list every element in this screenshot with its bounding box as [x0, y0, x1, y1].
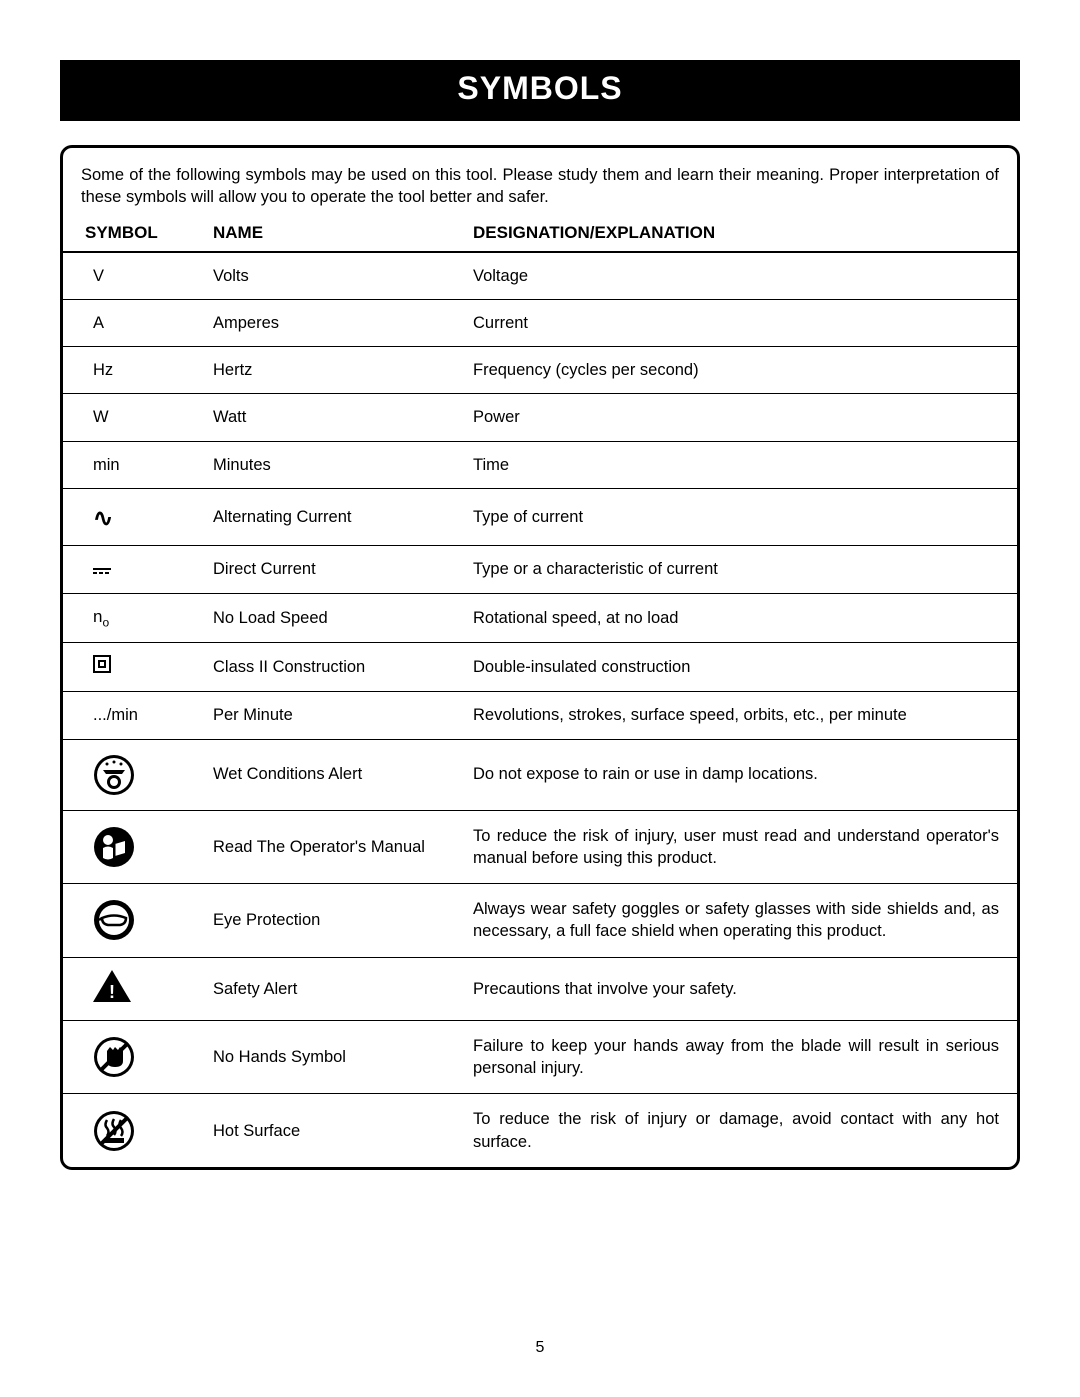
name-cell: Amperes	[193, 299, 453, 346]
table-row: No Hands SymbolFailure to keep your hand…	[63, 1020, 1017, 1094]
symbol-cell	[63, 957, 193, 1020]
symbol-cell: min	[63, 441, 193, 488]
col-header-name: NAME	[193, 217, 453, 252]
symbol-text-icon: .../min	[93, 704, 138, 726]
name-cell: Class II Construction	[193, 643, 453, 692]
symbol-cell: no	[63, 593, 193, 643]
safety-alert-icon	[93, 970, 131, 1002]
symbol-cell	[63, 546, 193, 593]
symbol-text-icon: W	[93, 406, 109, 428]
name-cell: Per Minute	[193, 692, 453, 739]
name-cell: Hertz	[193, 347, 453, 394]
desc-cell: Type or a characteristic of current	[453, 546, 1017, 593]
no-load-speed-icon: no	[93, 607, 109, 626]
hot-surface-icon	[93, 1110, 135, 1152]
page-banner: SYMBOLS	[60, 60, 1020, 121]
symbol-cell	[63, 1020, 193, 1094]
desc-cell: Precautions that involve your safety.	[453, 957, 1017, 1020]
symbol-text-icon: Hz	[93, 359, 113, 381]
desc-cell: Voltage	[453, 252, 1017, 300]
symbol-cell	[63, 884, 193, 958]
symbol-cell: ∿	[63, 488, 193, 545]
symbols-table: SYMBOL NAME DESIGNATION/EXPLANATION V Vol…	[63, 217, 1017, 1167]
table-row: W WattPower	[63, 394, 1017, 441]
desc-cell: To reduce the risk of injury, user must …	[453, 810, 1017, 884]
name-cell: Wet Conditions Alert	[193, 739, 453, 810]
dc-icon	[93, 568, 111, 574]
page-number: 5	[0, 1339, 1080, 1357]
wet-conditions-icon	[93, 754, 135, 796]
symbol-cell: A	[63, 299, 193, 346]
table-row: Hot SurfaceTo reduce the risk of injury …	[63, 1094, 1017, 1167]
col-header-desc: DESIGNATION/EXPLANATION	[453, 217, 1017, 252]
class2-icon	[93, 655, 111, 673]
table-row: Wet Conditions AlertDo not expose to rai…	[63, 739, 1017, 810]
desc-cell: Frequency (cycles per second)	[453, 347, 1017, 394]
symbol-cell: .../min	[63, 692, 193, 739]
ac-sine-icon: ∿	[93, 503, 113, 535]
name-cell: Safety Alert	[193, 957, 453, 1020]
desc-cell: Always wear safety goggles or safety gla…	[453, 884, 1017, 958]
name-cell: Volts	[193, 252, 453, 300]
table-row: no No Load SpeedRotational speed, at no l…	[63, 593, 1017, 643]
desc-cell: Do not expose to rain or use in damp loc…	[453, 739, 1017, 810]
symbol-cell	[63, 1094, 193, 1167]
name-cell: No Hands Symbol	[193, 1020, 453, 1094]
desc-cell: Type of current	[453, 488, 1017, 545]
intro-text: Some of the following symbols may be use…	[63, 148, 1017, 217]
table-row: min MinutesTime	[63, 441, 1017, 488]
symbol-cell: W	[63, 394, 193, 441]
table-row: Direct CurrentType or a characteristic o…	[63, 546, 1017, 593]
desc-cell: Revolutions, strokes, surface speed, orb…	[453, 692, 1017, 739]
desc-cell: Rotational speed, at no load	[453, 593, 1017, 643]
table-row: ∿ Alternating CurrentType of current	[63, 488, 1017, 545]
desc-cell: Double-insulated construction	[453, 643, 1017, 692]
name-cell: Minutes	[193, 441, 453, 488]
table-row: A AmperesCurrent	[63, 299, 1017, 346]
table-row: Read The Operator's ManualTo reduce the …	[63, 810, 1017, 884]
name-cell: Eye Protection	[193, 884, 453, 958]
symbol-text-icon: A	[93, 312, 104, 334]
name-cell: No Load Speed	[193, 593, 453, 643]
banner-title: SYMBOLS	[457, 70, 622, 106]
table-row: V VoltsVoltage	[63, 252, 1017, 300]
table-row: Hz HertzFrequency (cycles per second)	[63, 347, 1017, 394]
table-header-row: SYMBOL NAME DESIGNATION/EXPLANATION	[63, 217, 1017, 252]
name-cell: Read The Operator's Manual	[193, 810, 453, 884]
desc-cell: Current	[453, 299, 1017, 346]
table-row: Class II ConstructionDouble-insulated co…	[63, 643, 1017, 692]
symbol-cell	[63, 810, 193, 884]
desc-cell: Power	[453, 394, 1017, 441]
symbol-cell: Hz	[63, 347, 193, 394]
desc-cell: To reduce the risk of injury or damage, …	[453, 1094, 1017, 1167]
col-header-symbol: SYMBOL	[63, 217, 193, 252]
no-hands-icon	[93, 1036, 135, 1078]
name-cell: Direct Current	[193, 546, 453, 593]
desc-cell: Failure to keep your hands away from the…	[453, 1020, 1017, 1094]
table-row: Safety AlertPrecautions that involve you…	[63, 957, 1017, 1020]
symbols-box: Some of the following symbols may be use…	[60, 145, 1020, 1170]
name-cell: Watt	[193, 394, 453, 441]
table-row: .../min Per MinuteRevolutions, strokes, s…	[63, 692, 1017, 739]
symbol-cell	[63, 739, 193, 810]
name-cell: Hot Surface	[193, 1094, 453, 1167]
table-row: Eye ProtectionAlways wear safety goggles…	[63, 884, 1017, 958]
symbol-cell	[63, 643, 193, 692]
symbol-text-icon: V	[93, 265, 104, 287]
symbol-text-icon: min	[93, 454, 120, 476]
desc-cell: Time	[453, 441, 1017, 488]
eye-protection-icon	[93, 899, 135, 941]
symbol-cell: V	[63, 252, 193, 300]
name-cell: Alternating Current	[193, 488, 453, 545]
read-manual-icon	[93, 826, 135, 868]
